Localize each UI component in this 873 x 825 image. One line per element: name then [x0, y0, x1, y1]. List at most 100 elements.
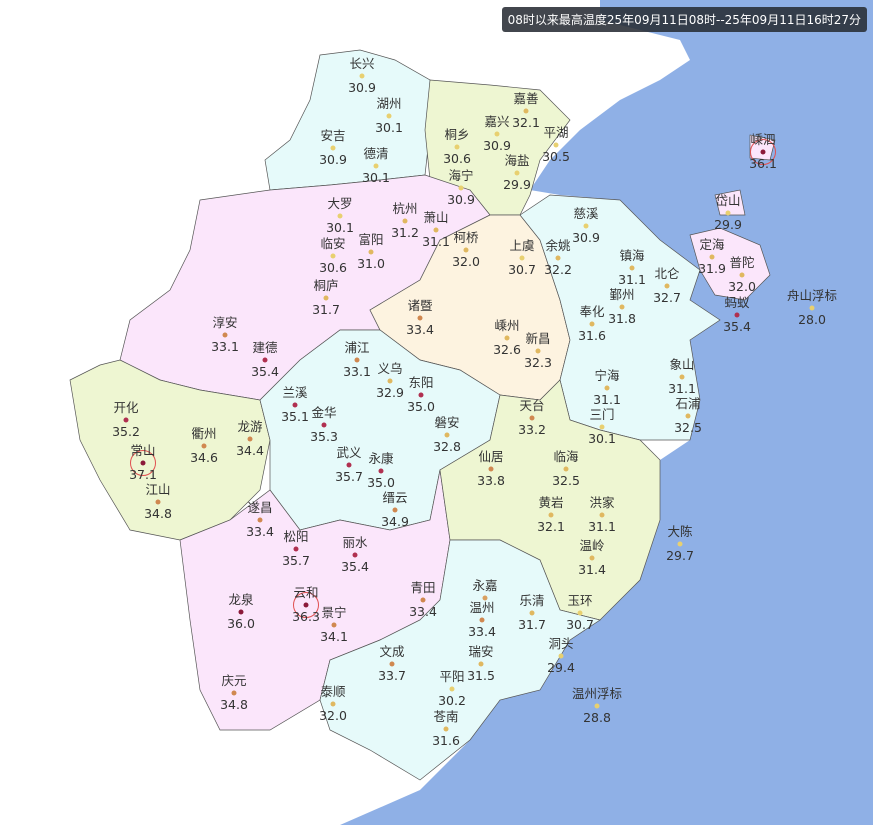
- station-name: 温岭: [579, 538, 605, 553]
- station-dot: [709, 254, 715, 260]
- region-wenzhou: [319, 539, 601, 781]
- station-value: 33.8: [477, 473, 505, 488]
- region-taizhou: [439, 379, 661, 621]
- station-name: 东阳: [408, 375, 434, 390]
- station-value: 31.6: [578, 328, 606, 343]
- station-value: 29.4: [547, 660, 575, 675]
- station-name: 玉环: [567, 593, 593, 608]
- station-dot: [443, 726, 449, 732]
- station-dot: [201, 443, 207, 449]
- station-name: 衢州: [191, 426, 217, 441]
- station-value: 31.1: [618, 272, 646, 287]
- station-name: 景宁: [321, 605, 347, 620]
- station-name: 象山: [669, 357, 695, 372]
- station-dot: [555, 255, 561, 261]
- station-dot: [292, 402, 298, 408]
- station-dot: [293, 546, 299, 552]
- station-dot: [346, 462, 352, 468]
- station-value: 32.7: [653, 290, 681, 305]
- station-name: 泰顺: [320, 684, 346, 699]
- station-value: 33.4: [409, 604, 437, 619]
- station-name: 瑞安: [468, 644, 494, 659]
- station-dot: [553, 142, 559, 148]
- station-value: 31.7: [518, 617, 546, 632]
- station-value: 31.2: [391, 225, 419, 240]
- station-value: 35.4: [341, 559, 369, 574]
- station-value: 35.0: [407, 399, 435, 414]
- station-value: 31.8: [608, 311, 636, 326]
- station-dot: [734, 312, 740, 318]
- station-name: 常山: [130, 443, 156, 458]
- station-dot: [392, 507, 398, 513]
- station-name: 新昌: [525, 331, 551, 346]
- station-name: 武义: [336, 445, 362, 460]
- station-dot: [402, 218, 408, 224]
- station-dot: [368, 249, 374, 255]
- station-dot: [514, 170, 520, 176]
- station-name: 嘉兴: [484, 114, 510, 129]
- station-dot: [231, 690, 237, 696]
- station-value: 30.1: [362, 170, 390, 185]
- station-value: 35.2: [112, 424, 140, 439]
- station-value: 32.3: [524, 355, 552, 370]
- station-dot: [478, 661, 484, 667]
- station-name: 遂昌: [247, 500, 273, 515]
- station-name: 缙云: [382, 490, 408, 505]
- station-dot: [583, 223, 589, 229]
- station-name: 仙居: [478, 449, 504, 464]
- station-name: 松阳: [283, 529, 309, 544]
- station-name: 洞头: [548, 636, 574, 651]
- station-value: 29.9: [503, 177, 531, 192]
- station-dot: [444, 432, 450, 438]
- station-value: 31.1: [588, 519, 616, 534]
- station-value: 30.6: [319, 260, 347, 275]
- station-value: 32.1: [512, 115, 540, 130]
- station-value: 34.8: [144, 506, 172, 521]
- station-dot: [589, 321, 595, 327]
- station-value: 30.9: [348, 80, 376, 95]
- station-dot: [494, 131, 500, 137]
- station-name: 大罗: [327, 196, 353, 211]
- station-name: 苍南: [433, 709, 459, 724]
- station-dot: [352, 552, 358, 558]
- station-dot: [529, 415, 535, 421]
- station-value: 32.6: [493, 342, 521, 357]
- station-value: 30.1: [326, 220, 354, 235]
- station-dot: [619, 304, 625, 310]
- station-dot: [685, 413, 691, 419]
- station-dot: [577, 610, 583, 616]
- station-name: 建德: [252, 340, 278, 355]
- station-dot: [140, 460, 146, 466]
- station-name: 临安: [320, 236, 346, 251]
- station-name: 兰溪: [282, 385, 308, 400]
- station-value: 29.9: [714, 217, 742, 232]
- station-dot: [222, 332, 228, 338]
- station-name: 慈溪: [573, 206, 599, 221]
- station-dot: [354, 357, 360, 363]
- station-value: 28.8: [583, 710, 611, 725]
- station-dot: [809, 305, 815, 311]
- station-dot: [418, 392, 424, 398]
- station-value: 36.1: [749, 156, 777, 171]
- station-value: 34.8: [220, 697, 248, 712]
- station-dot: [679, 374, 685, 380]
- station-name: 石浦: [675, 396, 701, 411]
- station-name: 平湖: [543, 125, 569, 140]
- station-value: 30.9: [447, 192, 475, 207]
- station-name: 永嘉: [472, 578, 498, 593]
- station-name: 镇海: [619, 248, 645, 263]
- station-dot: [599, 424, 605, 430]
- station-value: 30.7: [566, 617, 594, 632]
- station-value: 32.0: [728, 279, 756, 294]
- station-dot: [373, 163, 379, 169]
- station-name: 长兴: [349, 56, 375, 71]
- station-dot: [677, 541, 683, 547]
- station-dot: [760, 149, 766, 155]
- station-dot: [594, 703, 600, 709]
- station-value: 34.9: [381, 514, 409, 529]
- station-dot: [504, 335, 510, 341]
- max-temp-highlight-ring: [293, 592, 319, 618]
- station-value: 32.1: [537, 519, 565, 534]
- station-name: 乐清: [519, 593, 545, 608]
